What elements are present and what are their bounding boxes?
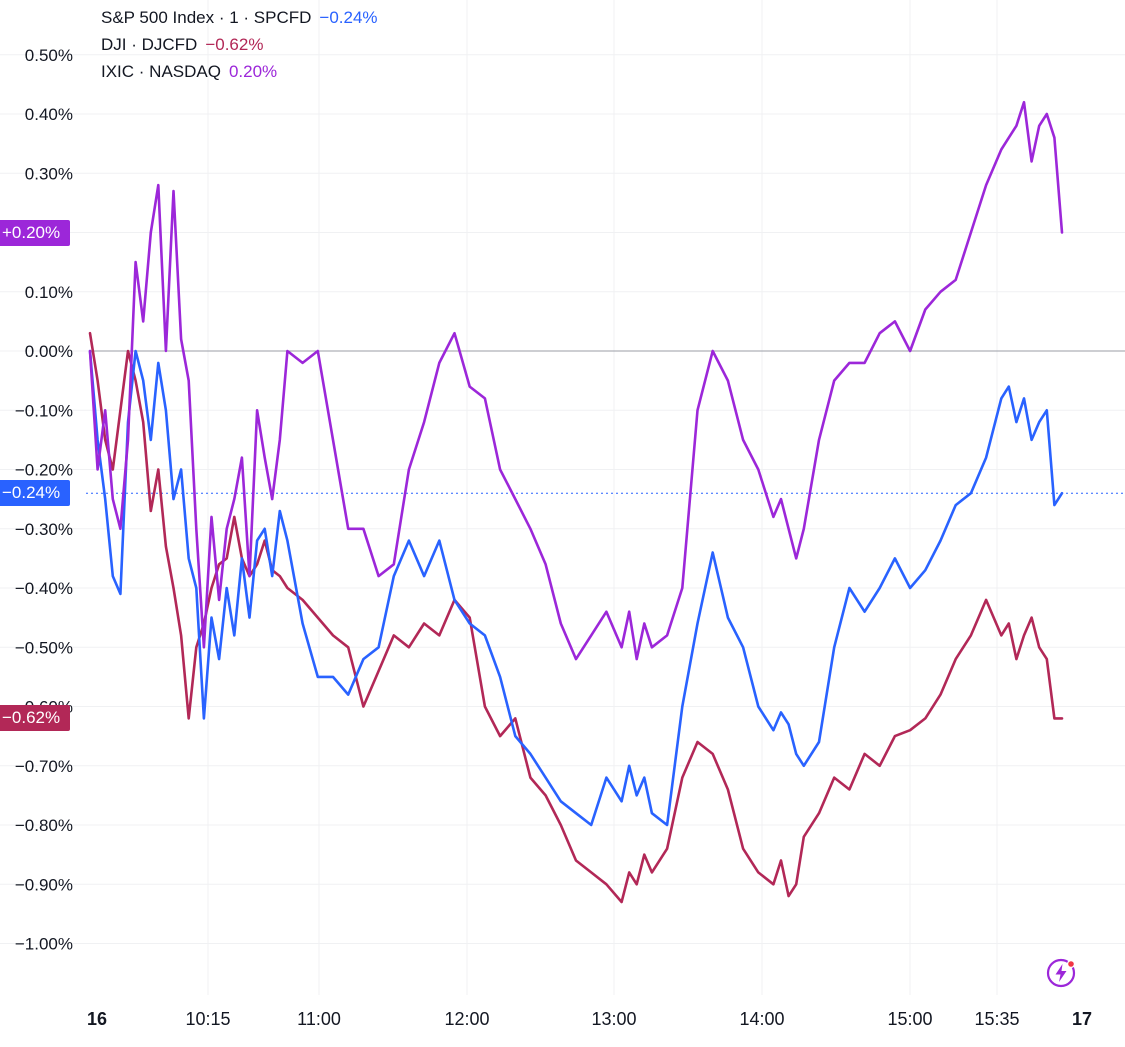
- x-tick-label: 13:00: [591, 1009, 636, 1029]
- x-tick-label: 14:00: [739, 1009, 784, 1029]
- y-tick-label: 0.30%: [25, 164, 73, 183]
- chart-legend: S&P 500 Index · 1 · SPCFD −0.24% DJI · DJ…: [101, 6, 378, 87]
- y-tick-label: −0.20%: [15, 461, 73, 480]
- y-axis-tick-labels: 0.50% 0.40% 0.30% 0.10% 0.00% −0.10% −0.20% −0.…: [15, 46, 73, 954]
- legend-label: S&P 500 Index · 1 · SPCFD: [101, 8, 312, 27]
- y-tick-label: −1.00%: [15, 935, 73, 954]
- y-tick-label: −0.50%: [15, 638, 73, 657]
- x-tick-label: 11:00: [297, 1009, 341, 1029]
- y-tick-label: −0.90%: [15, 875, 73, 894]
- x-tick-label: 12:00: [444, 1009, 489, 1029]
- y-tick-label: 0.00%: [25, 342, 73, 361]
- y-tick-label: −0.80%: [15, 816, 73, 835]
- legend-label: IXIC · NASDAQ: [101, 62, 221, 81]
- spx-last-value-badge: −0.24%: [0, 480, 71, 507]
- ixic-last-value-badge: +0.20%: [0, 219, 71, 246]
- series-line-s-p-500-index[interactable]: [88, 349, 1064, 827]
- y-tick-label: 0.40%: [25, 105, 73, 124]
- series-line-dji[interactable]: [88, 331, 1064, 904]
- y-tick-label: −0.30%: [15, 520, 73, 539]
- y-tick-label: 0.10%: [25, 283, 73, 302]
- legend-value: 0.20%: [228, 62, 278, 81]
- y-tick-label: −0.70%: [15, 757, 73, 776]
- y-tick-label: −0.10%: [15, 401, 73, 420]
- legend-item-dji[interactable]: DJI · DJCFD −0.62%: [101, 33, 378, 60]
- legend-item-ixic[interactable]: IXIC · NASDAQ 0.20%: [101, 60, 378, 87]
- legend-item-spx[interactable]: S&P 500 Index · 1 · SPCFD −0.24%: [101, 6, 378, 33]
- x-tick-label: 16: [87, 1009, 107, 1029]
- legend-value: −0.24%: [319, 8, 378, 27]
- legend-value: −0.62%: [205, 35, 264, 54]
- legend-label: DJI · DJCFD: [101, 35, 198, 54]
- y-tick-label: −0.40%: [15, 579, 73, 598]
- series-lines: [88, 100, 1064, 904]
- x-tick-label: 10:15: [185, 1009, 230, 1029]
- x-tick-label: 17: [1072, 1009, 1092, 1029]
- x-tick-label: 15:35: [974, 1009, 1019, 1029]
- lightning-icon[interactable]: [1045, 957, 1077, 989]
- x-axis-tick-labels: 16 10:15 11:00 12:00 13:00 14:00 15:00 15:35 17: [87, 1009, 1092, 1029]
- y-tick-label: 0.50%: [25, 46, 73, 65]
- vertical-gridlines: [207, 0, 998, 995]
- horizontal-gridlines: [0, 54, 1125, 944]
- dji-last-value-badge: −0.62%: [0, 705, 71, 732]
- x-tick-label: 15:00: [887, 1009, 932, 1029]
- series-line-ixic[interactable]: [88, 100, 1064, 661]
